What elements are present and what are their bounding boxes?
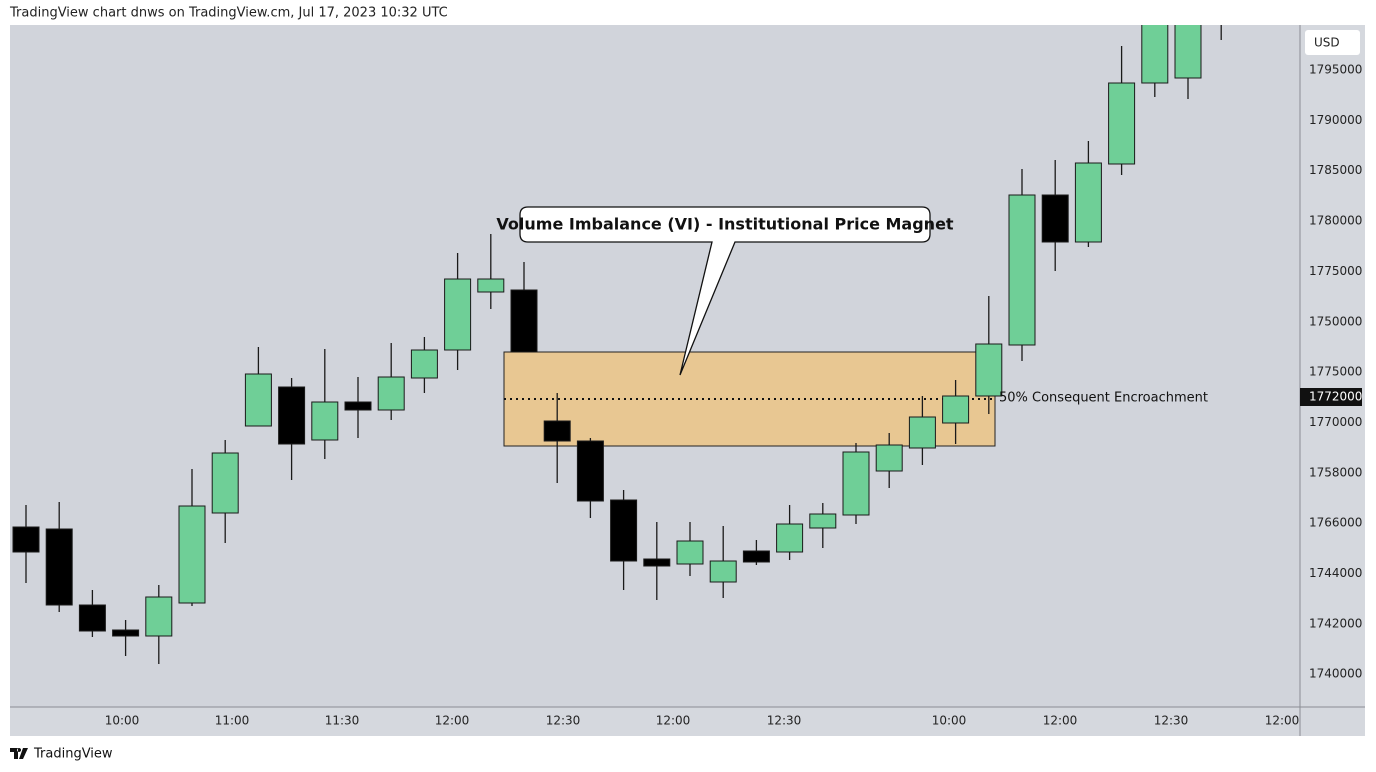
footer-brand: TradingView (33, 747, 113, 762)
candle-body (145, 596, 173, 637)
candle-body (377, 376, 405, 411)
time-label: 12:30 (767, 714, 802, 728)
price-label: 1775000 (1309, 365, 1362, 379)
candle-body (510, 289, 538, 353)
price-label: 1785000 (1309, 163, 1362, 177)
candle-body (742, 550, 770, 563)
candle-body (1074, 162, 1102, 243)
current-price-box (1300, 388, 1362, 406)
price-label: 1750000 (1309, 314, 1362, 328)
candle-body (709, 560, 737, 583)
candle-body (842, 451, 870, 516)
callout-text: Volume Imbalance (VI) - Institutional Pr… (496, 215, 953, 234)
candle-body (45, 528, 73, 606)
price-label: 1744000 (1309, 566, 1362, 580)
time-label: 12:30 (546, 714, 581, 728)
candle-body (576, 440, 604, 502)
candle-body (444, 278, 472, 351)
price-axis (1300, 25, 1365, 707)
time-axis (10, 707, 1365, 736)
time-label: 11:00 (215, 714, 250, 728)
time-label: 12:00 (1265, 714, 1300, 728)
price-label: 1770000 (1309, 415, 1362, 429)
candle-body (1041, 194, 1069, 243)
candle-body (643, 558, 671, 567)
zone-label: 50% Consequent Encroachment (999, 391, 1208, 406)
header-title: TradingView chart dnws on TradingView.cm… (9, 6, 448, 21)
time-label: 10:00 (105, 714, 140, 728)
candle-body (311, 401, 339, 441)
overlay: 50% Consequent Encroachment 1795000 179000… (105, 63, 1363, 728)
callout-box (519, 206, 931, 376)
candle-body (1008, 194, 1036, 346)
candle-body (1174, 25, 1202, 79)
candle-body (975, 343, 1003, 397)
candle-body (410, 349, 438, 379)
time-label: 12:00 (656, 714, 691, 728)
candle-body (112, 629, 140, 637)
time-label: 11:30 (325, 714, 360, 728)
plot (12, 1, 1234, 664)
current-price-label: 1772000 (1309, 390, 1362, 404)
price-label: 1795000 (1309, 63, 1362, 77)
price-label: 1758000 (1309, 465, 1362, 479)
candle-body (676, 540, 704, 565)
candle-body (809, 513, 837, 529)
candle-body (875, 444, 903, 472)
candle-body (344, 401, 372, 411)
candle-body (244, 373, 272, 427)
price-label: 1742000 (1309, 616, 1362, 630)
candle-body (1141, 25, 1169, 84)
candle-body (1208, 1, 1234, 3)
currency: USD (1314, 36, 1340, 50)
price-label: 1740000 (1309, 667, 1362, 681)
price-label: 1766000 (1309, 516, 1362, 530)
candle-body (477, 278, 505, 293)
time-label: 12:00 (435, 714, 470, 728)
candle-body (278, 386, 306, 445)
candle-body (211, 452, 239, 514)
price-label: 1790000 (1309, 113, 1362, 127)
time-label: 12:00 (1043, 714, 1078, 728)
currency-box (1305, 30, 1360, 55)
candle-body (942, 395, 970, 424)
candle-body (12, 526, 40, 553)
candle-body (610, 499, 638, 562)
time-label: 12:30 (1154, 714, 1189, 728)
candle-body (776, 523, 804, 553)
candle-body (78, 604, 106, 632)
candle-body (1108, 82, 1136, 165)
time-label: 10:00 (932, 714, 967, 728)
candle-body (178, 505, 206, 604)
price-label: 1780000 (1309, 214, 1362, 228)
candle-body (908, 416, 936, 449)
candle-body (543, 420, 571, 442)
logo (10, 748, 28, 759)
price-label: 1775000 (1309, 264, 1362, 278)
